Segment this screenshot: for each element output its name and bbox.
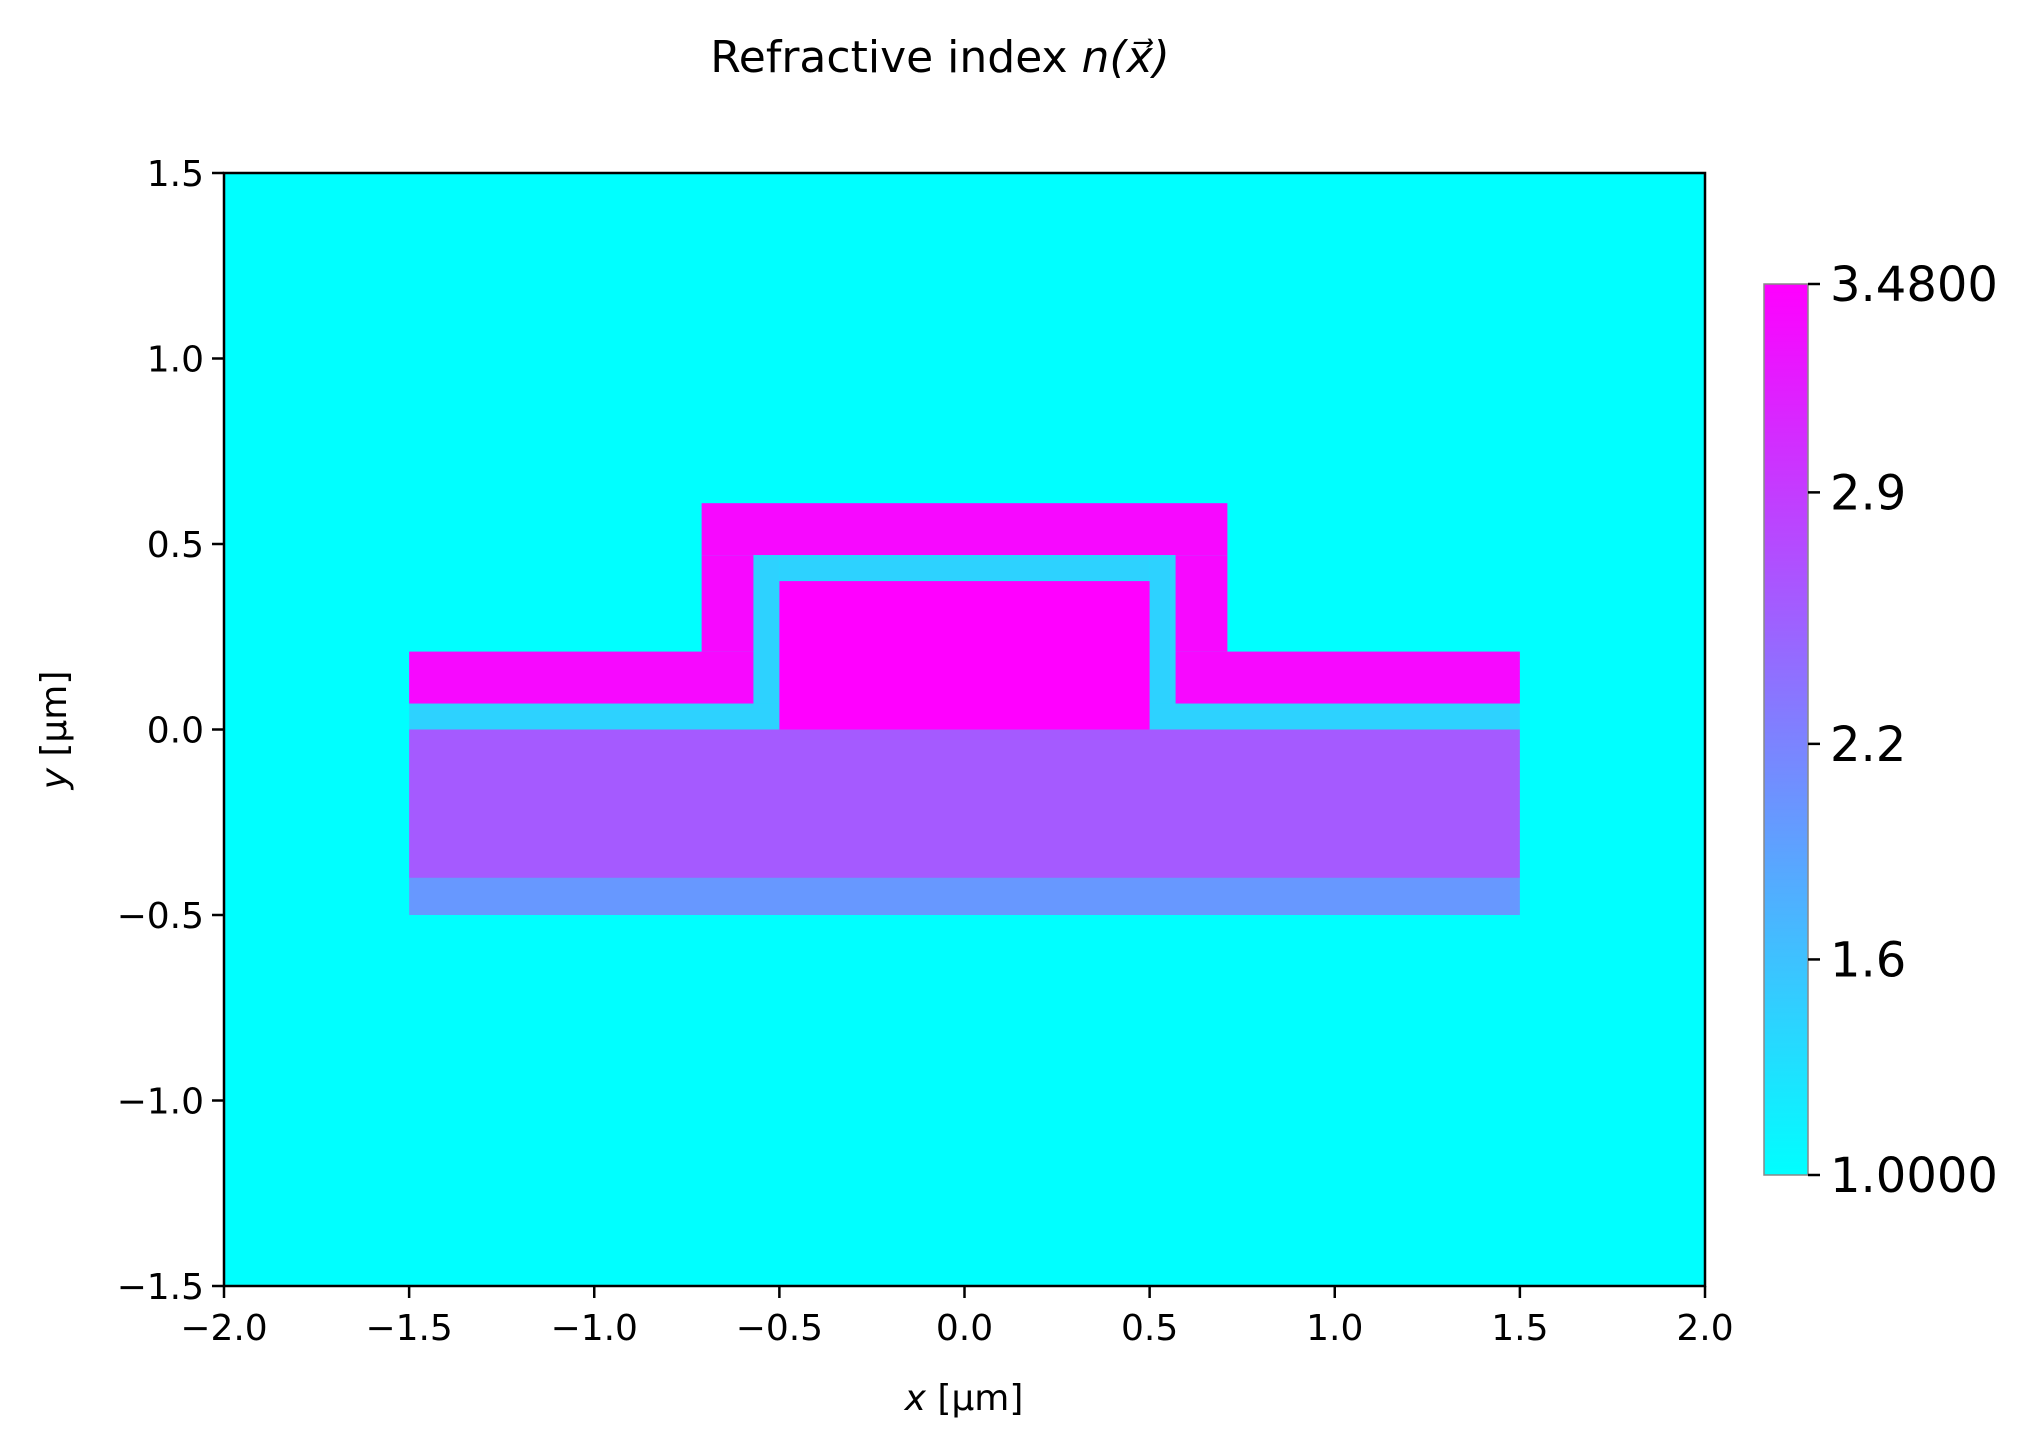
x-axis: −2.0 −1.5 −1.0 −0.5 0.0 0.5 1.0 1.5 2.0	[180, 1286, 1734, 1349]
region-bottom-layer	[409, 877, 1520, 915]
x-tick-label: −0.5	[736, 1308, 823, 1349]
region-spacer-right	[1149, 555, 1176, 704]
y-axis: −1.5 −1.0 −0.5 0.0 0.5 1.0 1.5	[117, 154, 224, 1308]
x-tick-label: 1.0	[1306, 1308, 1363, 1349]
region-thin-layer-right	[1149, 703, 1520, 730]
x-tick-label: −1.5	[365, 1308, 452, 1349]
region-cladding-left-wall	[701, 555, 754, 652]
region-cladding-right-slab	[1175, 651, 1520, 704]
y-tick-label: −1.0	[117, 1082, 204, 1123]
x-tick-label: 0.5	[1121, 1308, 1178, 1349]
x-tick-label: 1.5	[1491, 1308, 1548, 1349]
y-axis-label: y [µm]	[34, 671, 75, 791]
x-tick-label: −1.0	[551, 1308, 638, 1349]
colorbar-gradient	[1763, 283, 1809, 1176]
region-spacer-top	[779, 555, 1150, 582]
y-tick-label: −0.5	[117, 896, 204, 937]
region-cladding-right-wall	[1175, 555, 1228, 652]
region-cladding-left-slab	[409, 651, 754, 704]
colorbar-tick-label: 2.9	[1830, 465, 1906, 521]
region-core	[779, 581, 1150, 730]
chart-title: Refractive index n(x⃗)	[710, 32, 1170, 83]
colorbar-tick-label: 3.4800	[1830, 257, 1998, 313]
x-axis-label: x [µm]	[904, 1378, 1024, 1419]
region-substrate-layer	[409, 729, 1520, 878]
y-tick-label: 1.5	[147, 154, 204, 195]
colorbar: 1.0000 1.6 2.2 2.9 3.4800	[1763, 257, 1998, 1204]
x-tick-label: 0.0	[936, 1308, 993, 1349]
y-tick-label: −1.5	[117, 1267, 204, 1308]
region-thin-layer-left	[409, 703, 780, 730]
x-tick-label: 2.0	[1676, 1308, 1733, 1349]
region-cladding-top	[701, 503, 1228, 556]
y-tick-label: 0.5	[147, 525, 204, 566]
plot-area	[222, 171, 1707, 1288]
y-tick-label: 0.0	[147, 711, 204, 752]
colorbar-tick-label: 1.6	[1830, 932, 1906, 988]
y-tick-label: 1.0	[147, 340, 204, 381]
colorbar-tick-label: 2.2	[1830, 717, 1906, 773]
x-tick-label: −2.0	[180, 1308, 267, 1349]
region-spacer-left	[753, 555, 780, 704]
colorbar-tick-label: 1.0000	[1830, 1148, 1998, 1204]
